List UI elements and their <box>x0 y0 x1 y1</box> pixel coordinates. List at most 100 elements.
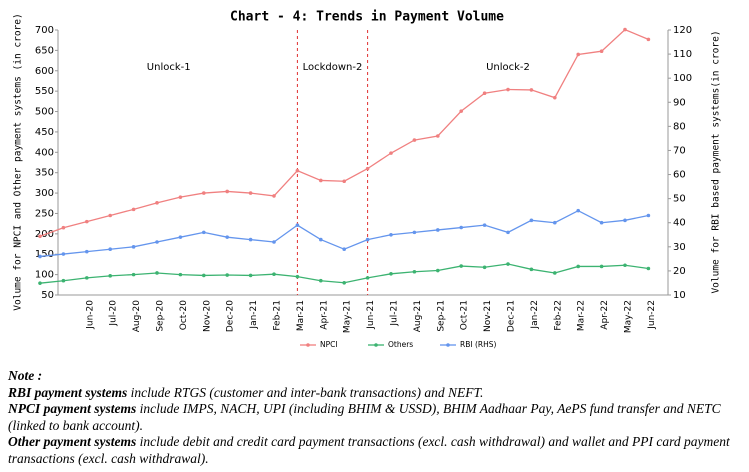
x-tick-label: Apr-22 <box>600 300 610 330</box>
y-tick-label: 450 <box>35 127 54 138</box>
note-lead: RBI payment systems <box>8 384 128 400</box>
point <box>412 269 417 274</box>
point <box>529 267 534 272</box>
point <box>131 207 136 212</box>
point <box>272 240 276 244</box>
note-item: NPCI payment systems include IMPS, NACH,… <box>8 401 743 434</box>
note-lead: Other payment systems <box>8 434 137 449</box>
point <box>576 264 580 269</box>
y2-tick-label: 100 <box>673 73 692 84</box>
point <box>529 218 534 223</box>
x-tick-label: Sep-21 <box>436 300 446 332</box>
point <box>178 195 183 199</box>
y2-tick-label: 110 <box>673 49 692 60</box>
y-tick-label: 500 <box>35 107 54 118</box>
point <box>155 240 159 244</box>
point <box>178 235 183 239</box>
legend-label: RBI (RHS) <box>460 340 496 349</box>
point <box>389 272 393 276</box>
point <box>459 109 464 113</box>
legend-marker <box>446 343 450 347</box>
x-tick-label: Jan-22 <box>530 300 540 330</box>
point <box>108 213 112 218</box>
point <box>506 87 510 92</box>
point <box>459 225 464 230</box>
chart: Chart - 4: Trends in Payment Volume Volu… <box>13 10 722 350</box>
point <box>646 266 651 271</box>
point <box>576 208 580 213</box>
x-tick-label: Feb-21 <box>273 300 283 331</box>
point <box>599 220 604 225</box>
note-item: RBI payment systems include RTGS (custom… <box>8 385 743 402</box>
x-tick-label: Mar-21 <box>296 300 306 331</box>
y2-tick-label: 80 <box>673 121 686 132</box>
point <box>506 230 510 235</box>
x-tick-label: Sep-20 <box>156 300 166 332</box>
point <box>553 95 557 100</box>
legend-label: Others <box>388 340 413 349</box>
y2-tick-label: 20 <box>673 266 686 277</box>
x-tick-label: Mar-22 <box>577 300 587 331</box>
x-tick-label: Feb-22 <box>553 300 563 331</box>
x-tick-label: Jun-20 <box>85 300 95 330</box>
note-item: Other payment systems include debit and … <box>8 434 743 467</box>
x-tick-label: Oct-20 <box>179 300 189 331</box>
point <box>131 245 136 249</box>
y-tick-label: 50 <box>41 290 54 301</box>
point <box>436 268 440 273</box>
y2-tick-label: 10 <box>673 290 686 301</box>
annotation: Unlock-1 <box>147 62 191 73</box>
point <box>482 223 487 227</box>
point <box>38 254 42 259</box>
point <box>108 274 112 278</box>
legend-marker <box>306 343 310 347</box>
point <box>342 247 347 252</box>
y-tick-label: 650 <box>35 45 54 56</box>
y-tick-label: 400 <box>35 147 54 158</box>
y-axis-label: Volume for NPCI and Other payment system… <box>13 13 24 310</box>
point <box>459 264 464 268</box>
point <box>553 220 557 225</box>
point <box>225 189 229 194</box>
point <box>202 230 206 235</box>
x-tick-label: Nov-21 <box>483 300 493 332</box>
point <box>61 225 66 230</box>
y-tick-label: 700 <box>35 25 54 36</box>
point <box>389 232 393 237</box>
x-tick-label: Jul-20 <box>109 300 119 327</box>
y2-tick-label: 50 <box>673 194 686 205</box>
x-tick-label: Dec-21 <box>507 300 517 332</box>
x-tick-label: Dec-20 <box>226 300 236 332</box>
note-lead: NPCI payment systems <box>8 401 137 416</box>
x-tick-label: May-22 <box>624 300 634 333</box>
point <box>365 276 370 280</box>
point <box>85 276 89 280</box>
point <box>178 272 183 277</box>
point <box>389 151 393 155</box>
notes: Note : RBI payment systems include RTGS … <box>8 368 743 467</box>
note-text: include debit and credit card payment tr… <box>8 434 730 466</box>
point <box>272 272 276 277</box>
point <box>506 262 510 266</box>
point <box>482 265 487 270</box>
point <box>202 191 206 195</box>
y2-tick-label: 30 <box>673 242 686 253</box>
y-tick-label: 600 <box>35 66 54 77</box>
point <box>365 166 370 171</box>
point <box>623 263 627 268</box>
y-tick-label: 300 <box>35 188 54 199</box>
point <box>295 274 300 279</box>
point <box>38 281 42 285</box>
point <box>225 235 229 239</box>
point <box>248 237 253 242</box>
y2-tick-label: 120 <box>673 25 692 36</box>
chart-title: Chart - 4: Trends in Payment Volume <box>230 10 504 25</box>
point <box>436 228 440 232</box>
y2-tick-label: 60 <box>673 170 686 181</box>
y2-axis-label: Volume for RBI based payment systems(in … <box>711 30 722 293</box>
point <box>248 273 253 278</box>
x-tick-label: Aug-20 <box>132 300 142 333</box>
annotation: Lockdown-2 <box>303 62 363 73</box>
point <box>529 88 534 92</box>
y-tick-label: 550 <box>35 86 54 97</box>
